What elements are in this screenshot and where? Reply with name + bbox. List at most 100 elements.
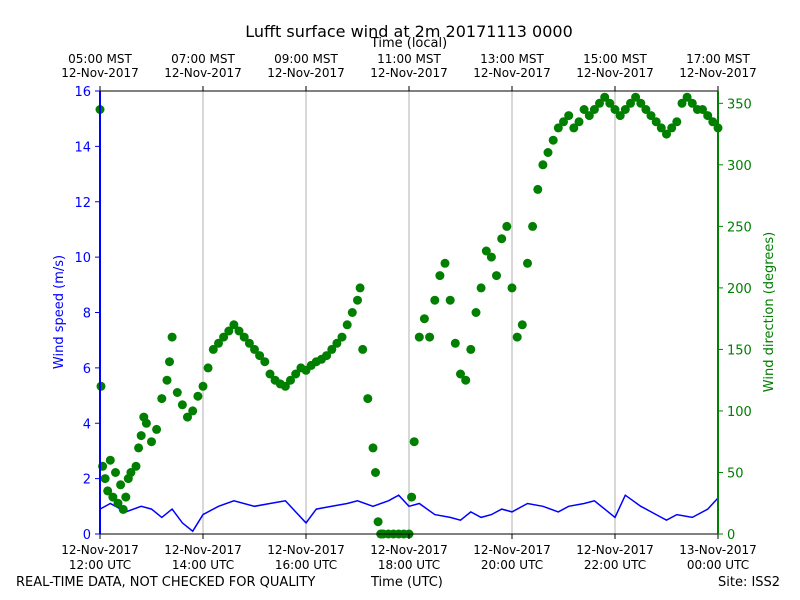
top-tick-time-3: 11:00 MST xyxy=(377,52,441,66)
wind-direction-point xyxy=(407,492,417,502)
site-label: Site: ISS2 xyxy=(718,575,781,590)
wind-direction-point xyxy=(579,105,589,114)
right-tick-label-7: 350 xyxy=(727,97,752,112)
bottom-tick-time-4: 20:00 UTC xyxy=(481,558,543,572)
wind-direction-point xyxy=(203,363,213,373)
wind-direction-point xyxy=(548,135,558,145)
bottom-tick-time-2: 16:00 UTC xyxy=(275,558,337,572)
wind-direction-point xyxy=(355,283,365,293)
wind-direction-point xyxy=(502,221,512,231)
right-tick-label-2: 100 xyxy=(727,405,752,420)
wind-direction-point xyxy=(708,117,718,127)
wind-direction-point xyxy=(347,308,357,317)
quality-disclaimer: REAL-TIME DATA, NOT CHECKED FOR QUALITY xyxy=(16,575,316,590)
bottom-tick-time-6: 00:00 UTC xyxy=(687,558,749,572)
wind-direction-point xyxy=(559,117,568,127)
top-tick-date-0: 12-Nov-2017 xyxy=(61,66,139,80)
wind-direction-point xyxy=(615,111,625,121)
wind-direction-point xyxy=(141,418,151,428)
wind-direction-point xyxy=(419,314,429,324)
wind-direction-point xyxy=(131,461,141,471)
bottom-tick-date-3: 12-Nov-2017 xyxy=(370,543,448,557)
wind-direction-point xyxy=(280,381,290,391)
top-tick-date-2: 12-Nov-2017 xyxy=(267,66,345,80)
wind-direction-point xyxy=(646,111,656,121)
wind-direction-point xyxy=(118,504,128,514)
wind-direction-point xyxy=(219,332,229,342)
wind-direction-point xyxy=(373,517,383,527)
wind-direction-point xyxy=(177,400,187,410)
right-tick-label-3: 150 xyxy=(727,343,752,358)
wind-direction-point xyxy=(667,123,677,133)
bottom-tick-time-3: 18:00 UTC xyxy=(378,558,440,572)
wind-direction-point xyxy=(126,468,136,477)
top-tick-date-1: 12-Nov-2017 xyxy=(164,66,242,80)
wind-direction-point xyxy=(239,332,249,342)
right-tick-label-0: 0 xyxy=(727,528,735,543)
top-axis-label: Time (local) xyxy=(370,36,447,51)
wind-direction-point xyxy=(234,326,244,336)
top-tick-date-6: 12-Nov-2017 xyxy=(679,66,757,80)
wind-direction-point xyxy=(517,320,527,330)
wind-direction-point xyxy=(486,252,496,262)
wind-direction-point xyxy=(440,258,450,268)
wind-direction-point xyxy=(116,480,126,490)
wind-direction-point xyxy=(481,246,491,256)
top-tick-date-4: 12-Nov-2017 xyxy=(473,66,551,80)
wind-direction-point xyxy=(172,388,182,397)
wind-direction-point xyxy=(512,332,522,342)
wind-direction-point xyxy=(631,92,641,102)
wind-direction-point xyxy=(409,437,419,447)
wind-direction-point xyxy=(425,332,435,342)
left-tick-label-6: 12 xyxy=(74,196,91,211)
wind-direction-point xyxy=(165,357,174,367)
wind-direction-point xyxy=(605,98,615,108)
wind-direction-point xyxy=(337,332,347,342)
top-tick-time-6: 17:00 MST xyxy=(686,52,750,66)
wind-direction-point xyxy=(641,105,651,114)
wind-direction-point xyxy=(368,443,378,453)
top-tick-time-2: 09:00 MST xyxy=(274,52,338,66)
wind-direction-point xyxy=(250,344,259,354)
wind-direction-point xyxy=(677,98,687,108)
wind-direction-point xyxy=(492,271,501,281)
wind-direction-point xyxy=(327,344,337,354)
right-tick-label-6: 300 xyxy=(727,159,752,174)
right-axis-label: Wind direction (degrees) xyxy=(762,232,777,392)
wind-direction-point xyxy=(430,295,440,305)
wind-direction-point xyxy=(656,123,666,133)
wind-direction-point xyxy=(265,369,275,379)
wind-direction-point xyxy=(620,105,630,114)
wind-direction-point xyxy=(574,117,584,127)
right-tick-label-5: 250 xyxy=(727,220,752,235)
wind-speed-line xyxy=(99,494,719,533)
bottom-tick-time-1: 14:00 UTC xyxy=(172,558,234,572)
wind-direction-point xyxy=(466,344,476,354)
wind-direction-point xyxy=(134,443,144,453)
wind-direction-point xyxy=(147,437,156,447)
left-tick-label-0: 0 xyxy=(83,528,91,543)
wind-direction-point xyxy=(538,160,548,170)
bottom-axis-label: Time (UTC) xyxy=(371,575,443,590)
chart-title: Lufft surface wind at 2m 20171113 0000 xyxy=(245,22,573,41)
wind-direction-point xyxy=(229,320,239,330)
wind-direction-point xyxy=(332,338,342,348)
wind-direction-point xyxy=(286,375,295,385)
left-tick-label-2: 4 xyxy=(83,417,91,432)
wind-direction-point xyxy=(553,123,563,133)
wind-direction-point xyxy=(626,98,635,108)
wind-direction-point xyxy=(687,98,697,108)
wind-direction-point xyxy=(533,184,543,194)
wind-direction-point xyxy=(214,338,223,348)
right-tick-label-4: 200 xyxy=(727,282,752,297)
wind-direction-point xyxy=(108,492,118,502)
wind-direction-point xyxy=(183,412,192,422)
bottom-tick-date-1: 12-Nov-2017 xyxy=(164,543,242,557)
wind-direction-point xyxy=(121,492,131,502)
wind-direction-point xyxy=(703,111,713,121)
wind-direction-point xyxy=(636,98,646,108)
top-tick-date-5: 12-Nov-2017 xyxy=(576,66,654,80)
wind-direction-point xyxy=(198,381,208,391)
